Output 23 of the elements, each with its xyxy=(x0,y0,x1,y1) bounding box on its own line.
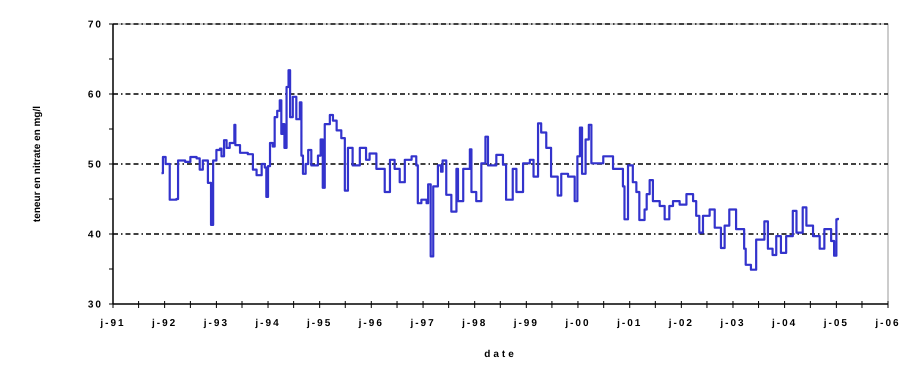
y-tick-label: 60 xyxy=(88,90,103,100)
y-tick-label: 50 xyxy=(88,160,103,170)
x-tick-label: j-04 xyxy=(770,318,798,329)
x-tick-label: j-92 xyxy=(151,318,178,329)
x-tick-label: j-97 xyxy=(409,318,436,329)
y-tick-label: 40 xyxy=(88,230,103,240)
y-tick-label: 30 xyxy=(88,300,103,310)
x-tick-label: j-95 xyxy=(306,318,332,329)
x-tick-label: j-98 xyxy=(461,318,488,329)
x-tick-label: j-94 xyxy=(254,318,281,329)
y-tick-label: 70 xyxy=(88,20,103,30)
x-tick-label: j-02 xyxy=(668,318,694,329)
y-axis-title: teneur en nitrate en mg/l xyxy=(32,106,43,222)
x-tick-label: j-93 xyxy=(202,318,230,329)
x-tick-label: j-96 xyxy=(358,318,384,329)
x-tick-label: j-91 xyxy=(99,318,126,329)
x-tick-label: j-06 xyxy=(874,318,901,329)
x-axis-title: date xyxy=(484,349,517,360)
x-tick-label: j-99 xyxy=(512,318,539,329)
x-tick-label: j-01 xyxy=(616,318,642,329)
x-tick-label: j-03 xyxy=(719,318,746,329)
x-tick-label: j-00 xyxy=(564,318,591,329)
x-tick-label: j-05 xyxy=(822,318,849,329)
